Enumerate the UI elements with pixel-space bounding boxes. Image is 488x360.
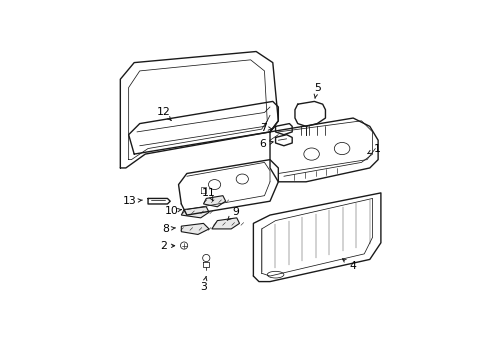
Text: 2: 2 <box>160 241 174 251</box>
Polygon shape <box>181 223 208 234</box>
Text: 6: 6 <box>259 139 273 149</box>
Text: 5: 5 <box>313 82 320 98</box>
Polygon shape <box>181 207 208 218</box>
Text: 12: 12 <box>156 108 171 120</box>
Polygon shape <box>203 195 225 207</box>
Text: 8: 8 <box>163 224 175 234</box>
Text: 10: 10 <box>164 206 181 216</box>
Text: 9: 9 <box>227 207 238 220</box>
Text: 4: 4 <box>342 259 356 271</box>
Text: 7: 7 <box>259 123 272 133</box>
Polygon shape <box>211 218 239 229</box>
Text: 3: 3 <box>200 276 206 292</box>
Text: 13: 13 <box>123 196 142 206</box>
Text: 11: 11 <box>202 188 216 201</box>
Text: 1: 1 <box>367 144 379 154</box>
